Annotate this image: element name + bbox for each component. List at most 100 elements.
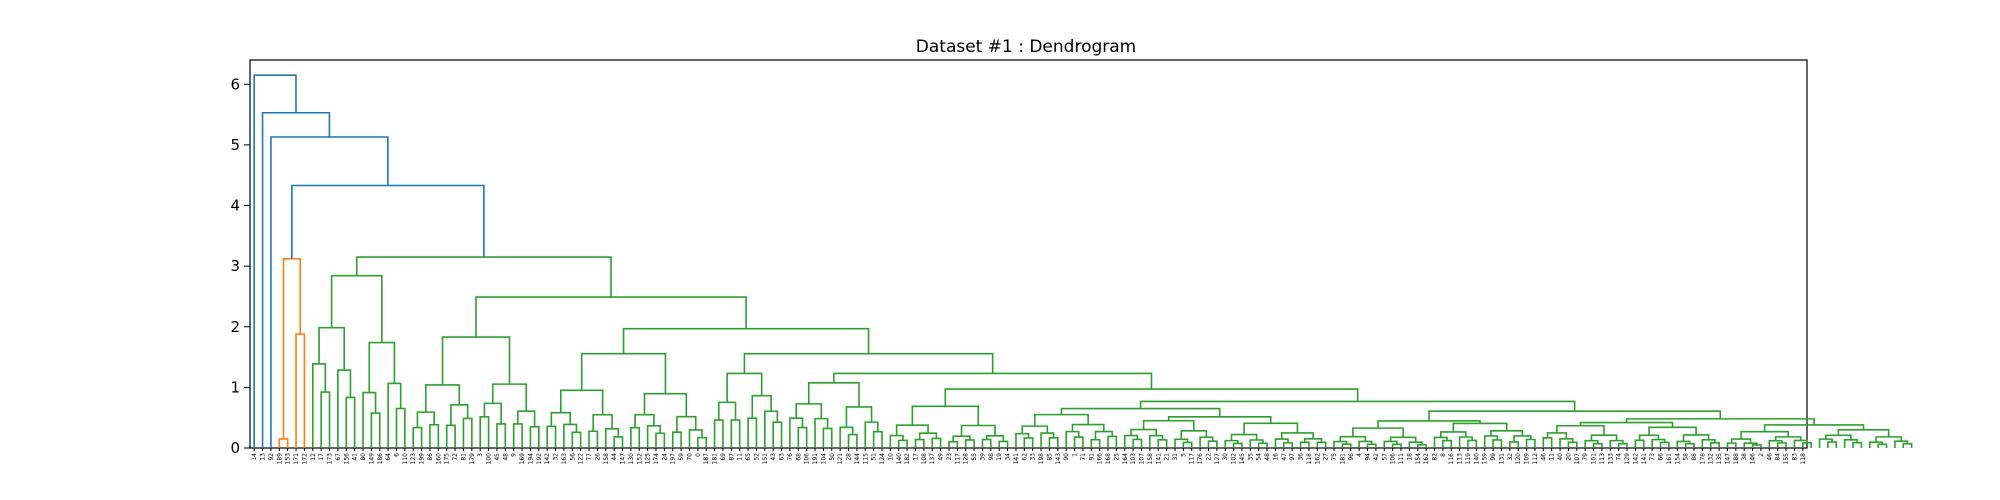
- leaf-label: 49: [938, 453, 945, 461]
- leaf-label: 3: [477, 453, 484, 457]
- cluster-link: [797, 426, 808, 448]
- cluster-link: [1638, 434, 1660, 441]
- cluster-link: [747, 417, 758, 448]
- leaf-label: 199: [419, 453, 426, 465]
- cluster-link: [697, 436, 708, 448]
- cluster-link: [1768, 439, 1783, 448]
- cluster-link: [1513, 435, 1532, 442]
- leaf-label: 76: [787, 453, 794, 461]
- leaf-label: 88: [1691, 453, 1698, 461]
- cluster-link: [529, 426, 540, 448]
- leaf-label: 24: [661, 453, 668, 461]
- top-link: [291, 184, 485, 259]
- cluster-link: [1590, 434, 1618, 441]
- leaf-label: 2: [1758, 453, 1765, 457]
- cluster-link: [845, 406, 873, 428]
- leaf-label: 106: [1390, 453, 1397, 465]
- leaf-label: 129: [1624, 453, 1631, 465]
- leaf-label: 107: [1139, 453, 1146, 465]
- leaf-label: 35: [1247, 453, 1254, 461]
- cluster-link: [622, 327, 870, 354]
- cluster-link: [1071, 423, 1105, 432]
- cluster-link: [1123, 434, 1139, 448]
- leaf-label: 144: [854, 453, 861, 465]
- leaf-label: 94: [1365, 453, 1372, 461]
- cluster-link: [571, 431, 582, 448]
- leaf-label: 130: [628, 453, 635, 465]
- cluster-link: [1303, 437, 1323, 443]
- cluster-link: [1609, 439, 1624, 448]
- cluster-link: [1149, 434, 1164, 448]
- leaf-label: 175: [444, 453, 451, 465]
- cluster-link: [630, 426, 641, 448]
- leaf-label: 65: [745, 453, 752, 461]
- cluster-link: [330, 274, 383, 343]
- leaf-label: 57: [1381, 453, 1388, 461]
- leaf-label: 64: [385, 453, 392, 461]
- cluster-link: [1243, 422, 1299, 435]
- leaf-label: 75: [1331, 453, 1338, 461]
- cluster-link: [911, 405, 980, 426]
- leaf-label: 54: [1256, 453, 1263, 461]
- cluster-link: [1274, 438, 1289, 448]
- leaf-label: 67: [335, 453, 342, 461]
- cluster-link: [1182, 441, 1193, 448]
- leaf-label: 19: [996, 453, 1003, 461]
- cluster-link: [491, 383, 528, 412]
- leaf-label: 182: [904, 453, 911, 465]
- cluster-link: [688, 429, 703, 448]
- leaf-label: 23: [946, 453, 953, 461]
- cluster-link: [1625, 418, 1815, 425]
- leaf-label: 5: [1180, 453, 1187, 457]
- cluster-link: [450, 404, 469, 426]
- cluster-link: [1701, 438, 1716, 448]
- cluster-link: [1525, 438, 1536, 448]
- leaf-label: 43: [770, 453, 777, 461]
- cluster-link: [1060, 407, 1221, 417]
- leaf-label: 56: [569, 453, 576, 461]
- leaf-label: 91: [1088, 453, 1095, 461]
- leaf-label: 63: [779, 453, 786, 461]
- y-tick-label: 3: [230, 257, 240, 275]
- leaf-label: 198: [1038, 453, 1045, 465]
- leaf-label: 132: [1708, 453, 1715, 465]
- cluster-link: [1902, 443, 1913, 448]
- cluster-link: [1065, 430, 1080, 448]
- leaf-label: 0: [695, 453, 702, 457]
- cluster-link: [559, 389, 604, 415]
- leaf-label: 66: [1658, 453, 1665, 461]
- cluster-link: [1592, 442, 1603, 448]
- leaf-label: 173: [327, 453, 334, 465]
- top-link: [253, 74, 297, 448]
- cluster-link: [1090, 438, 1101, 448]
- leaf-label: 115: [862, 453, 869, 465]
- cluster-link: [483, 402, 502, 424]
- leaf-label: 77: [586, 453, 593, 461]
- cluster-link: [944, 388, 1359, 407]
- leaf-label: 137: [929, 453, 936, 465]
- leaf-label: 47: [1281, 453, 1288, 461]
- chart-title: Dataset #1 : Dendrogram: [916, 37, 1136, 57]
- cluster-link: [320, 391, 331, 448]
- leaf-label: 71: [1080, 453, 1087, 461]
- cluster-link: [1648, 426, 1697, 436]
- cluster-link: [1048, 436, 1059, 448]
- leaf-label: 174: [653, 453, 660, 465]
- leaf-label: 6: [393, 453, 400, 457]
- cluster-link: [1383, 440, 1398, 448]
- cluster-link: [1389, 436, 1417, 443]
- leaf-label: 171: [293, 453, 300, 465]
- leaf-label: 107: [1574, 453, 1581, 465]
- leaf-label: 27: [1323, 453, 1330, 461]
- cluster-link: [278, 438, 289, 448]
- leaf-label: 160: [435, 453, 442, 465]
- leaf-label: 145: [1239, 453, 1246, 465]
- leaf-label: 149: [368, 453, 375, 465]
- cluster-link: [1659, 441, 1670, 448]
- cluster-link: [1377, 420, 1481, 429]
- cluster-link: [1818, 438, 1833, 448]
- leaf-label: 162: [1423, 453, 1430, 465]
- cluster-link: [1492, 439, 1503, 448]
- leaf-label: 11: [737, 453, 744, 461]
- leaf-label: 104: [820, 453, 827, 465]
